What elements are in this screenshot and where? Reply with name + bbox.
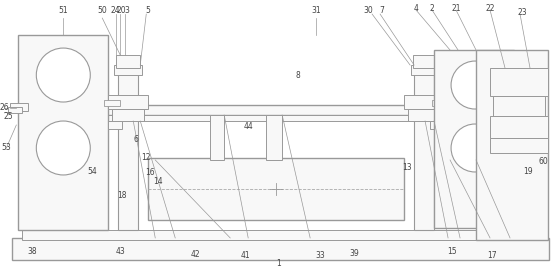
Text: 12: 12 xyxy=(141,153,151,162)
Bar xyxy=(114,65,142,75)
Bar xyxy=(408,109,440,121)
Text: 14: 14 xyxy=(153,177,163,187)
Bar xyxy=(432,100,448,106)
Text: 22: 22 xyxy=(485,4,495,13)
Bar xyxy=(22,230,539,240)
Text: 3: 3 xyxy=(125,5,130,15)
Bar xyxy=(434,50,514,228)
Text: 60: 60 xyxy=(538,157,548,166)
Bar xyxy=(112,109,144,121)
Bar xyxy=(18,35,108,230)
Text: 8: 8 xyxy=(296,70,301,79)
Bar xyxy=(210,115,224,160)
Text: 13: 13 xyxy=(402,163,412,172)
Text: 44: 44 xyxy=(243,122,253,131)
Bar xyxy=(414,72,434,230)
Bar xyxy=(22,105,538,115)
Bar xyxy=(490,116,548,138)
Bar xyxy=(476,50,548,240)
Text: 26: 26 xyxy=(0,103,9,112)
Text: 7: 7 xyxy=(380,5,385,15)
Text: 16: 16 xyxy=(145,168,155,177)
Bar xyxy=(12,238,549,260)
Text: 54: 54 xyxy=(87,168,97,177)
Text: 20: 20 xyxy=(116,5,126,15)
Bar xyxy=(413,55,437,68)
Text: 33: 33 xyxy=(315,251,325,260)
Text: 19: 19 xyxy=(523,168,533,177)
Bar xyxy=(266,115,282,160)
Bar xyxy=(411,65,439,75)
Text: 43: 43 xyxy=(115,248,125,256)
Bar xyxy=(404,95,444,109)
Text: 1: 1 xyxy=(276,259,281,268)
Text: 21: 21 xyxy=(451,4,461,13)
Text: 15: 15 xyxy=(447,248,457,256)
Circle shape xyxy=(451,61,499,109)
Text: 6: 6 xyxy=(134,135,139,144)
Text: 30: 30 xyxy=(363,5,373,15)
Bar xyxy=(493,96,545,116)
Bar xyxy=(430,121,444,129)
Bar xyxy=(490,68,548,96)
Text: 17: 17 xyxy=(487,251,497,260)
Text: 23: 23 xyxy=(517,8,527,17)
Bar xyxy=(10,103,29,111)
Bar xyxy=(116,55,140,68)
Text: 41: 41 xyxy=(240,251,250,260)
Bar xyxy=(108,121,122,129)
Bar xyxy=(148,158,404,220)
Bar xyxy=(105,100,120,106)
Bar xyxy=(108,95,148,109)
Text: 4: 4 xyxy=(414,4,419,13)
Text: 38: 38 xyxy=(27,248,37,256)
Text: 31: 31 xyxy=(311,5,321,15)
Text: 25: 25 xyxy=(3,112,13,120)
Text: 50: 50 xyxy=(97,5,107,15)
Text: 53: 53 xyxy=(2,144,11,153)
Bar xyxy=(8,107,22,113)
Text: 18: 18 xyxy=(117,191,127,200)
Text: 24: 24 xyxy=(111,5,120,15)
Circle shape xyxy=(36,48,91,102)
Circle shape xyxy=(36,121,91,175)
Bar xyxy=(119,72,138,230)
Text: 51: 51 xyxy=(59,5,68,15)
Text: 5: 5 xyxy=(146,5,151,15)
Text: 42: 42 xyxy=(191,251,200,259)
Text: 39: 39 xyxy=(349,249,359,258)
Bar xyxy=(490,138,548,153)
Bar xyxy=(22,115,538,121)
Circle shape xyxy=(451,124,499,172)
Text: 2: 2 xyxy=(430,4,434,13)
